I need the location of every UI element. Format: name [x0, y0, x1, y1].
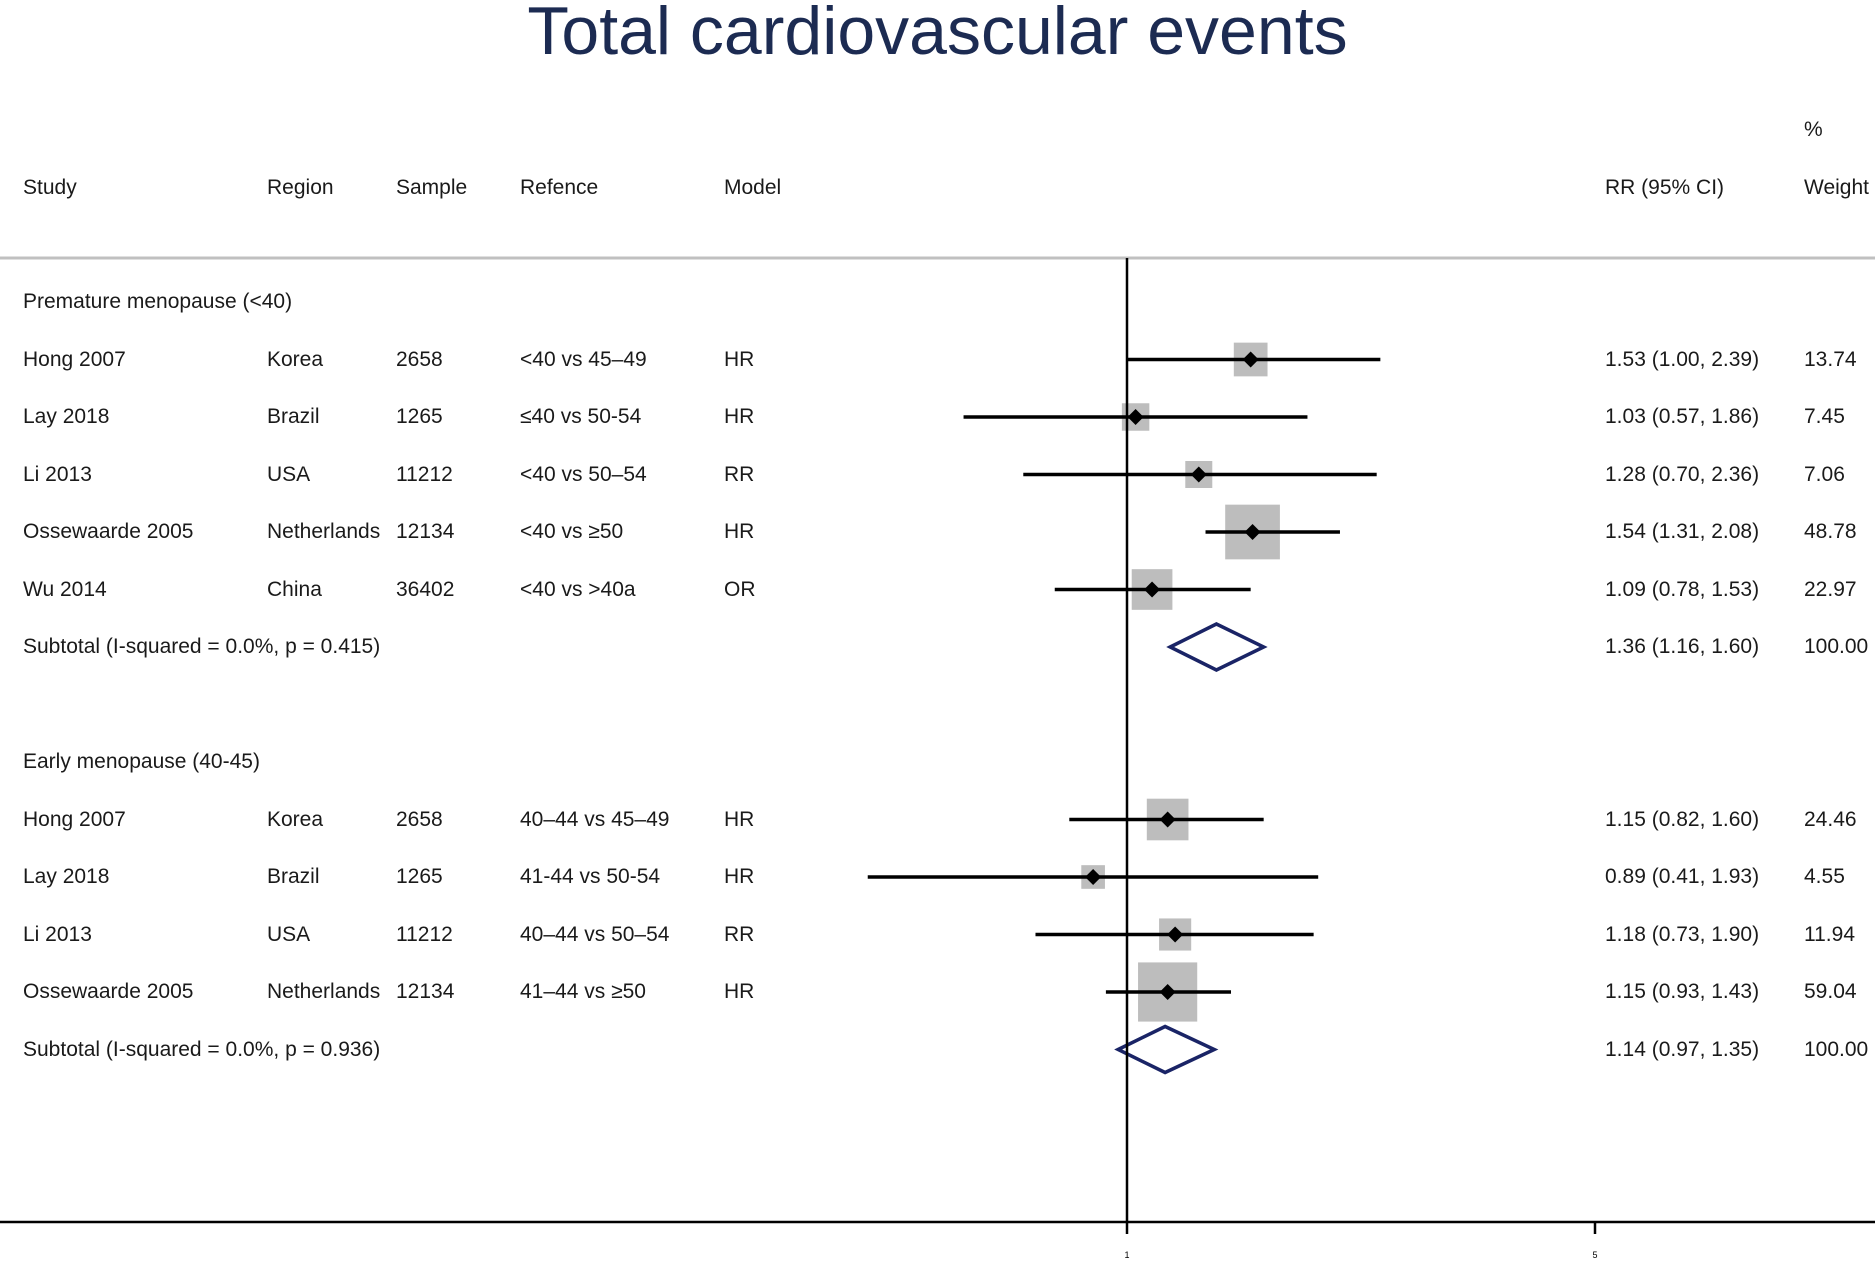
study-name: Lay 2018: [23, 405, 110, 428]
subtotal-weight: 100.00: [1804, 1037, 1869, 1061]
sample-header: Sample: [396, 176, 468, 199]
subtotal-label: Subtotal (I-squared = 0.0%, p = 0.415): [23, 635, 381, 658]
point-estimate: [1159, 984, 1176, 1000]
subtotal-effect: 1.36 (1.16, 1.60): [1605, 635, 1760, 658]
reference-header: Refence: [520, 176, 599, 199]
study-model: HR: [724, 807, 755, 831]
study-reference: 40–44 vs 45–49: [520, 807, 670, 831]
study-sample: 2658: [396, 807, 443, 831]
study-sample: 36402: [396, 577, 455, 601]
study-effect: 1.03 (0.57, 1.86): [1605, 405, 1760, 428]
study-sample: 11212: [396, 462, 453, 486]
study-effect: 0.89 (0.41, 1.93): [1605, 865, 1760, 888]
study-name: Hong 2007: [23, 807, 126, 831]
study-weight: 24.46: [1804, 807, 1857, 831]
study-region: Netherlands: [267, 980, 381, 1003]
model-header: Model: [724, 176, 782, 199]
study-name: Ossewaarde 2005: [23, 980, 194, 1003]
study-sample: 1265: [396, 405, 443, 428]
study-sample: 12134: [396, 980, 455, 1003]
x-tick-label: 5: [1592, 1250, 1597, 1260]
study-header: Study: [23, 176, 77, 199]
study-name: Wu 2014: [23, 577, 107, 601]
study-reference: <40 vs >40a: [520, 577, 636, 601]
study-region: USA: [267, 462, 311, 486]
study-model: HR: [724, 405, 755, 428]
study-name: Ossewaarde 2005: [23, 520, 194, 543]
point-estimate: [1144, 581, 1161, 598]
study-reference: 41-44 vs 50-54: [520, 865, 661, 888]
study-effect: 1.53 (1.00, 2.39): [1605, 347, 1760, 371]
study-effect: 1.18 (0.73, 1.90): [1605, 922, 1760, 946]
x-tick-label: 1: [1124, 1250, 1129, 1260]
point-estimate: [1167, 926, 1184, 943]
study-effect: 1.15 (0.82, 1.60): [1605, 807, 1760, 831]
study-sample: 2658: [396, 347, 443, 371]
study-name: Li 2013: [23, 922, 92, 946]
study-region: Brazil: [267, 865, 320, 888]
study-reference: <40 vs 50–54: [520, 462, 647, 486]
study-model: HR: [724, 520, 755, 543]
region-header: Region: [267, 176, 334, 199]
point-estimate: [1190, 466, 1207, 483]
study-region: China: [267, 577, 322, 601]
weight-header-top: %: [1804, 118, 1823, 141]
study-sample: 1265: [396, 865, 443, 888]
subtotal-diamond: [1166, 622, 1268, 672]
study-effect: 1.09 (0.78, 1.53): [1605, 577, 1760, 601]
study-sample: 12134: [396, 520, 455, 543]
study-reference: <40 vs 45–49: [520, 347, 647, 371]
point-estimate: [1242, 351, 1259, 368]
study-weight: 7.06: [1804, 462, 1845, 486]
subtotal-effect: 1.14 (0.97, 1.35): [1605, 1037, 1760, 1061]
point-estimate: [1127, 409, 1144, 425]
point-estimate: [1244, 524, 1261, 540]
study-reference: 41–44 vs ≥50: [520, 980, 646, 1003]
study-name: Hong 2007: [23, 347, 126, 371]
study-weight: 4.55: [1804, 865, 1845, 888]
study-model: HR: [724, 980, 755, 1003]
subtotal-label: Subtotal (I-squared = 0.0%, p = 0.936): [23, 1037, 381, 1061]
study-weight: 7.45: [1804, 405, 1845, 428]
study-region: Korea: [267, 807, 324, 831]
study-effect: 1.28 (0.70, 2.36): [1605, 462, 1760, 486]
study-model: HR: [724, 865, 755, 888]
study-region: Korea: [267, 347, 324, 371]
study-weight: 11.94: [1804, 922, 1855, 946]
point-estimate: [1159, 811, 1176, 828]
study-effect: 1.15 (0.93, 1.43): [1605, 980, 1760, 1003]
point-estimate: [1085, 869, 1102, 885]
study-model: HR: [724, 347, 755, 371]
subtotal-diamond: [1114, 1024, 1219, 1075]
study-sample: 11212: [396, 922, 453, 946]
subtotal-weight: 100.00: [1804, 635, 1869, 658]
study-reference: <40 vs ≥50: [520, 520, 624, 543]
study-region: Brazil: [267, 405, 320, 428]
study-region: USA: [267, 922, 311, 946]
study-effect: 1.54 (1.31, 2.08): [1605, 520, 1760, 543]
study-weight: 22.97: [1804, 577, 1857, 601]
study-region: Netherlands: [267, 520, 381, 543]
study-weight: 48.78: [1804, 520, 1857, 543]
study-model: OR: [724, 577, 756, 601]
study-model: RR: [724, 462, 755, 486]
study-name: Li 2013: [23, 462, 92, 486]
chart-title: Total cardiovascular events: [527, 0, 1348, 69]
study-weight: 13.74: [1804, 347, 1857, 371]
study-reference: ≤40 vs 50-54: [520, 405, 642, 428]
weight-header: Weight: [1804, 176, 1869, 199]
group-label: Premature menopause (<40): [23, 290, 293, 313]
study-name: Lay 2018: [23, 865, 110, 888]
study-weight: 59.04: [1804, 980, 1857, 1003]
group-label: Early menopause (40-45): [23, 750, 260, 773]
study-reference: 40–44 vs 50–54: [520, 922, 670, 946]
study-model: RR: [724, 922, 755, 946]
effect-header: RR (95% CI): [1605, 176, 1725, 199]
